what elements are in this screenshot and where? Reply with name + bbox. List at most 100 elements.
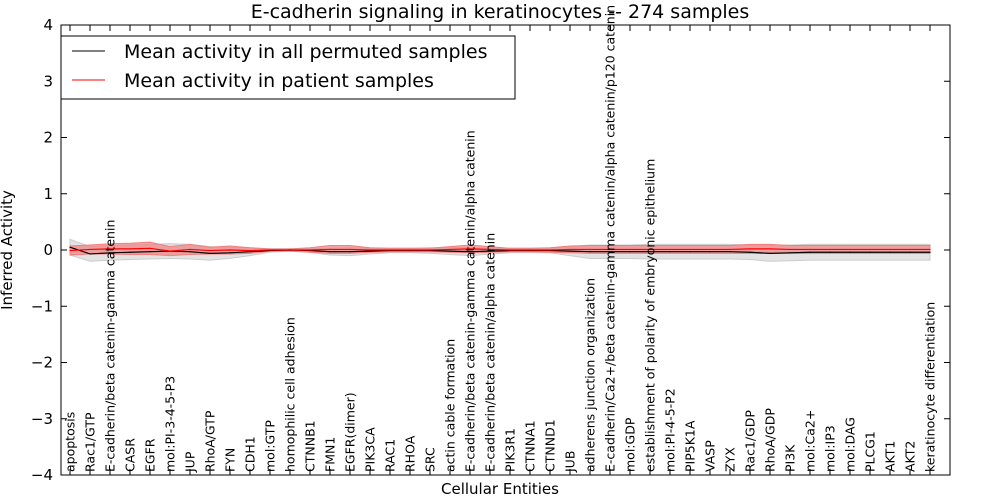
data-point-permuted xyxy=(149,251,151,253)
data-point-patient xyxy=(849,248,851,251)
data-point-permuted xyxy=(609,251,611,253)
data-point-patient xyxy=(429,249,431,251)
data-point-patient xyxy=(929,248,931,251)
x-category-label: RHOA xyxy=(403,435,418,472)
data-point-patient xyxy=(69,249,71,252)
x-category-label: E-cadherin/Ca2+/beta catenin-gamma caten… xyxy=(603,5,618,472)
x-category-label: EGFR xyxy=(143,438,158,472)
data-point-patient xyxy=(669,248,671,251)
data-point-permuted xyxy=(469,251,471,253)
data-point-patient xyxy=(649,248,651,251)
data-point-permuted xyxy=(689,251,691,253)
data-point-permuted xyxy=(829,251,831,253)
data-point-permuted xyxy=(869,251,871,253)
x-category-label: mol:PI-4-5-P2 xyxy=(663,388,678,472)
data-point-patient xyxy=(809,248,811,251)
x-category-label: actin cable formation xyxy=(443,339,458,472)
x-category-label: ZYX xyxy=(723,447,738,472)
data-point-permuted xyxy=(589,251,591,253)
series-line-permuted xyxy=(69,246,930,255)
x-category-label: FMN1 xyxy=(323,437,338,472)
y-tick-label: 3 xyxy=(43,72,53,90)
data-point-permuted xyxy=(189,251,191,253)
x-category-label: mol:PI-3-4-5-P3 xyxy=(163,376,178,472)
data-point-patient xyxy=(449,248,451,251)
data-point-permuted xyxy=(69,246,71,248)
x-category-label: E-cadherin/beta catenin/alpha catenin xyxy=(483,233,498,472)
data-point-permuted xyxy=(569,250,571,252)
data-point-permuted xyxy=(89,253,91,255)
y-tick-label: 1 xyxy=(43,185,53,203)
data-point-patient xyxy=(769,248,771,250)
data-point-patient xyxy=(529,249,531,251)
legend: Mean activity in all permuted samples Me… xyxy=(60,35,516,100)
y-tick-label: 0 xyxy=(43,241,53,259)
data-point-patient xyxy=(629,248,631,251)
data-point-permuted xyxy=(329,251,331,253)
y-tick-label: 2 xyxy=(43,129,53,147)
data-point-patient xyxy=(869,248,871,251)
data-point-patient xyxy=(489,248,491,251)
y-tick-label: 4 xyxy=(43,16,53,34)
data-point-patient xyxy=(909,248,911,251)
data-point-patient xyxy=(589,248,591,251)
series-line-patient xyxy=(69,247,930,252)
data-point-patient xyxy=(829,248,831,251)
x-category-label: E-cadherin/beta catenin-gamma catenin xyxy=(103,220,118,472)
x-category-label: PLCG1 xyxy=(863,431,878,472)
x-category-label: mol:GTP xyxy=(263,420,278,472)
x-category-label: PIK3R1 xyxy=(503,428,518,472)
x-category-label: PIP5K1A xyxy=(683,420,698,472)
data-point-patient xyxy=(149,247,151,249)
data-point-permuted xyxy=(369,250,371,252)
x-category-label: CTNND1 xyxy=(543,419,558,472)
data-point-permuted xyxy=(889,251,891,253)
x-category-label: homophilic cell adhesion xyxy=(283,317,298,472)
data-point-permuted xyxy=(629,251,631,253)
chart-title: E-cadherin signaling in keratinocytes --… xyxy=(251,1,750,23)
x-category-label: Rac1/GTP xyxy=(83,412,98,472)
data-point-patient xyxy=(329,248,331,251)
data-point-patient xyxy=(249,249,251,252)
x-category-label: AKT2 xyxy=(903,441,918,472)
y-axis-label: Inferred Activity xyxy=(0,190,16,310)
data-point-patient xyxy=(569,248,571,251)
x-category-label: RhoA/GDP xyxy=(763,408,778,472)
data-point-patient xyxy=(789,248,791,251)
data-point-permuted xyxy=(769,252,771,254)
data-point-patient xyxy=(189,248,191,251)
x-category-label: PI3K xyxy=(783,444,798,472)
data-point-permuted xyxy=(129,251,131,253)
data-point-patient xyxy=(889,248,891,251)
data-point-patient xyxy=(129,248,131,250)
y-tick-label: −1 xyxy=(31,297,53,315)
data-point-patient xyxy=(729,248,731,251)
data-point-patient xyxy=(469,248,471,250)
x-category-label: PIK3CA xyxy=(363,427,378,472)
x-category-label: CDH1 xyxy=(243,436,258,472)
x-category-label: mol:IP3 xyxy=(823,425,838,472)
x-category-labels: apoptosis Rac1/GTP E-cadherin/beta catenin… xyxy=(63,5,938,475)
x-category-label: apoptosis xyxy=(63,412,78,472)
data-point-permuted xyxy=(249,251,251,253)
x-category-label: establishment of polarity of embryonic e… xyxy=(643,159,658,472)
data-point-patient xyxy=(269,249,271,251)
x-category-label: RhoA/GTP xyxy=(203,410,218,472)
series-lines xyxy=(69,246,931,255)
data-point-permuted xyxy=(789,252,791,254)
legend-label-patient: Mean activity in patient samples xyxy=(124,70,434,92)
data-point-patient xyxy=(749,248,751,250)
y-tick-label: −3 xyxy=(31,410,53,428)
y-tick-label: −4 xyxy=(31,466,53,484)
data-point-permuted xyxy=(849,251,851,253)
data-point-permuted xyxy=(649,251,651,253)
data-point-patient xyxy=(389,249,391,251)
legend-box xyxy=(60,35,516,100)
data-point-patient xyxy=(309,249,311,251)
data-point-patient xyxy=(509,249,511,251)
x-category-label: CTNNA1 xyxy=(523,420,538,472)
data-point-permuted xyxy=(749,251,751,253)
data-point-permuted xyxy=(809,251,811,253)
data-point-permuted xyxy=(929,251,931,253)
x-category-label: CASR xyxy=(123,438,138,472)
